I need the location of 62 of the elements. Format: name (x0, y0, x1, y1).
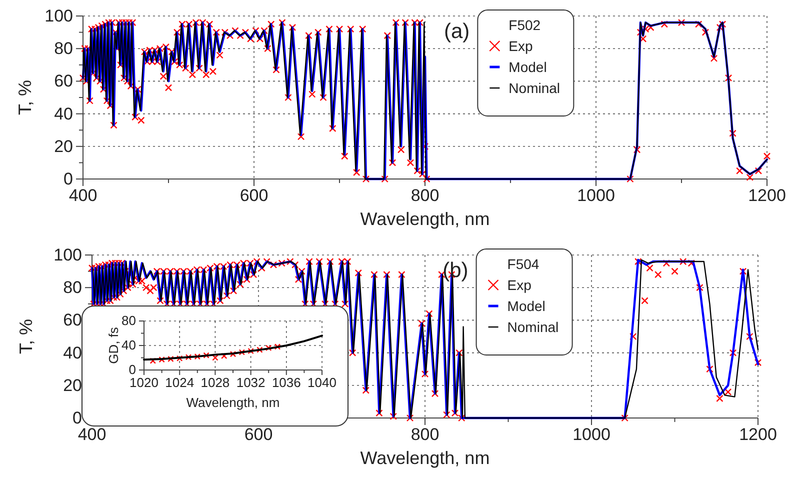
x-tick-label: 1000 (577, 186, 615, 206)
y-tick-label: 40 (63, 343, 82, 362)
point (266, 344, 272, 352)
legend-label: Model (508, 59, 547, 75)
y-tick-label: 0 (128, 362, 136, 378)
legend-label: Exp (507, 277, 532, 293)
legend-label: Nominal (508, 80, 560, 96)
x-tick-label: 1028 (200, 375, 230, 390)
point (185, 354, 192, 360)
point (230, 350, 236, 358)
x-axis-title: Wavelength, nm (186, 395, 280, 410)
legend-title: F504 (507, 256, 540, 272)
legend-label: Exp (508, 38, 534, 54)
y-tick-label: 80 (122, 313, 136, 328)
y-axis-title: GD, fs (106, 326, 121, 364)
y-tick-label: 60 (63, 310, 82, 330)
x-tick-label: 600 (244, 425, 273, 444)
point (158, 356, 165, 363)
annotation: (b) (442, 259, 468, 282)
point (168, 356, 174, 362)
y-tick-label: 80 (63, 278, 82, 298)
x-tick-label: 800 (410, 186, 440, 206)
legend-label: Nominal (507, 319, 559, 335)
y-tick-label: 100 (44, 6, 73, 26)
y-axis-title: T, % (16, 318, 36, 354)
x-tick-label: 600 (240, 186, 268, 206)
y-tick-label: 20 (63, 376, 82, 395)
y-axis-title: T, % (15, 80, 35, 116)
line-series (143, 334, 323, 361)
x-tick-label: 400 (68, 186, 98, 206)
point (150, 358, 156, 364)
y-tick-label: 100 (54, 245, 82, 264)
x-tick-label: 1200 (739, 425, 777, 444)
y-tick-label: 0 (72, 408, 82, 428)
legend-title: F502 (508, 17, 541, 33)
annotation: (a) (444, 20, 470, 43)
point (176, 355, 183, 362)
x-tick-label: 1036 (272, 375, 301, 390)
y-tick-label: 60 (54, 72, 73, 91)
legend-label: Model (507, 298, 546, 314)
point (256, 346, 263, 353)
point (203, 352, 210, 358)
y-tick-label: 40 (54, 104, 73, 124)
point (248, 348, 254, 354)
x-tick-label: 1024 (165, 375, 194, 390)
point (194, 353, 200, 360)
point (274, 344, 281, 350)
x-tick-label: 800 (410, 425, 440, 444)
x-tick-label: 1020 (130, 375, 158, 390)
y-tick-label: 20 (54, 136, 73, 156)
x-tick-label: 1200 (748, 186, 786, 206)
y-tick-label: 0 (64, 169, 73, 188)
x-tick-label: 1000 (572, 425, 610, 444)
x-tick-label: 400 (78, 425, 106, 444)
x-tick-label: 1040 (308, 375, 336, 390)
x-axis-title: Wavelength, nm (360, 448, 490, 468)
y-tick-label: 40 (122, 338, 136, 353)
x-tick-label: 1032 (236, 375, 266, 390)
point (238, 349, 245, 356)
point (212, 354, 218, 361)
x-axis-title: Wavelength, nm (360, 209, 490, 229)
y-tick-label: 80 (54, 39, 73, 58)
